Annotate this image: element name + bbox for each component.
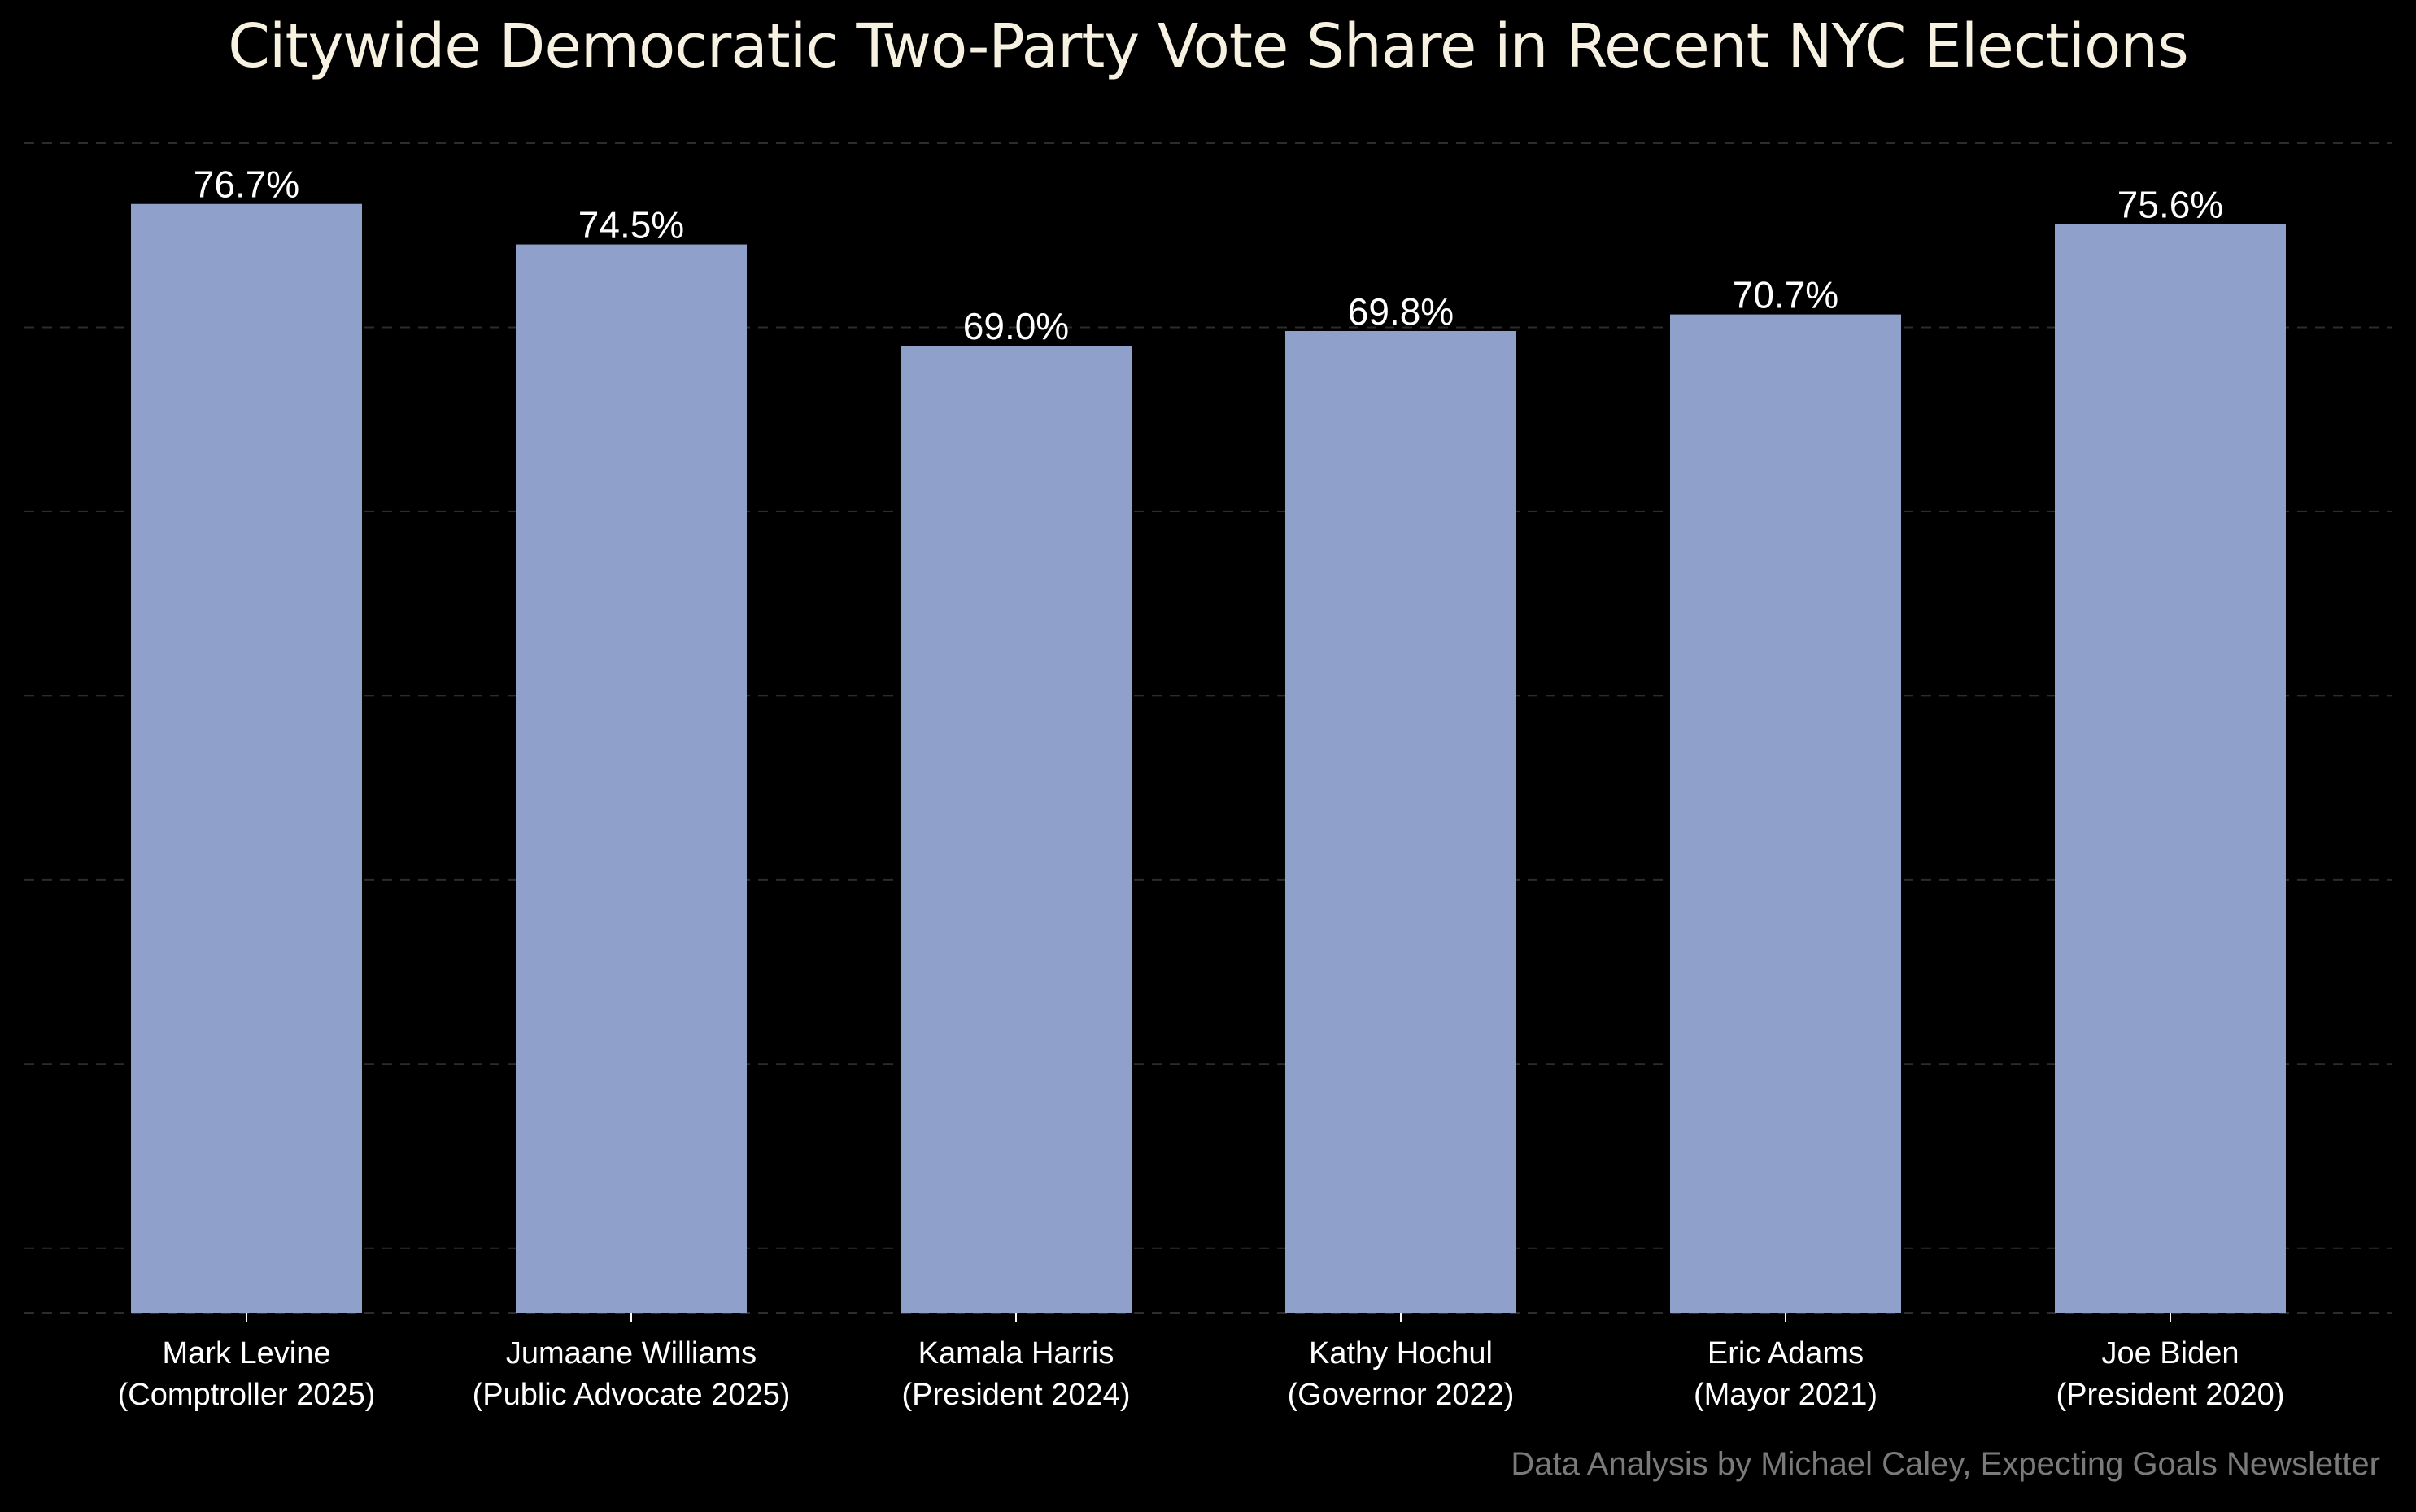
value-label: 76.7% [194,163,299,206]
x-tick-label: Mark Levine [163,1336,331,1370]
chart-title: Citywide Democratic Two-Party Vote Share… [228,11,2189,81]
x-tick-label: Kathy Hochul [1309,1336,1493,1370]
value-labels: 76.7% 74.5% 69.0% 69.8% 70.7% 75.6% [194,163,2223,347]
value-label: 74.5% [578,204,684,246]
x-tick-label: Jumaane Williams [506,1336,757,1370]
x-tick-label: Kamala Harris [918,1336,1114,1370]
x-tick-label: Joe Biden [2101,1336,2239,1370]
value-label: 69.8% [1348,290,1454,333]
credit-footnote: Data Analysis by Michael Caley, Expectin… [1511,1446,2380,1482]
x-tick-label: (Governor 2022) [1288,1378,1515,1412]
bars [131,203,2286,1314]
x-tick-label: Eric Adams [1707,1336,1864,1370]
value-label: 75.6% [2117,184,2223,226]
x-tick-label: (Mayor 2021) [1694,1378,1877,1412]
x-tick-label: (Public Advocate 2025) [473,1378,791,1412]
value-label: 70.7% [1733,274,1838,316]
gridlines [24,142,2392,1314]
x-tick-label: (Comptroller 2025) [118,1378,376,1412]
value-label: 69.0% [963,305,1069,347]
bar [131,203,362,1313]
bar [2055,224,2286,1314]
x-axis-ticks: Mark Levine (Comptroller 2025) Jumaane Wil… [118,1313,2285,1412]
x-tick-label: (President 2024) [902,1378,1131,1412]
x-tick-label: (President 2020) [2056,1378,2285,1412]
bar [1670,314,1901,1313]
bar [516,244,747,1314]
bar [1285,330,1516,1313]
bar [901,346,1132,1314]
